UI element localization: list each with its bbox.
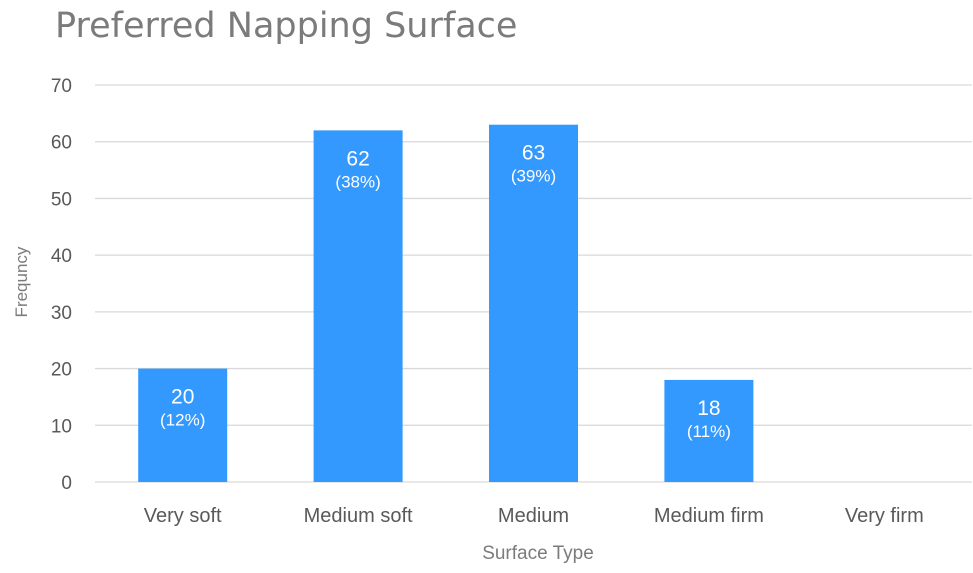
- data-label: 20: [171, 386, 194, 409]
- x-tick-label: Medium: [498, 505, 569, 527]
- x-tick-label: Very soft: [144, 505, 222, 527]
- bar: [138, 368, 228, 482]
- y-tick-label: 0: [61, 473, 72, 494]
- percent-label: (12%): [160, 411, 205, 430]
- data-label: 18: [697, 397, 720, 420]
- data-label: 62: [346, 147, 369, 170]
- x-tick-label: Very firm: [845, 505, 924, 527]
- y-tick-label: 70: [51, 76, 72, 97]
- y-tick-label: 60: [51, 133, 72, 154]
- percent-label: (39%): [511, 167, 556, 186]
- data-label: 63: [522, 142, 545, 165]
- chart-title: Preferred Napping Surface: [55, 6, 518, 46]
- bar: [489, 124, 578, 482]
- percent-label: (11%): [687, 422, 731, 441]
- y-tick-label: 30: [51, 303, 72, 324]
- x-tick-label: Medium soft: [304, 505, 413, 527]
- bar: [664, 379, 754, 482]
- y-tick-label: 40: [51, 246, 72, 267]
- y-tick-label: 50: [51, 189, 72, 210]
- y-tick-label: 10: [51, 416, 72, 437]
- percent-label: (38%): [335, 172, 380, 191]
- x-tick-label: Medium firm: [654, 505, 764, 527]
- y-tick-label: 20: [51, 360, 72, 381]
- x-axis-label: Surface Type: [482, 543, 594, 564]
- bar: [313, 130, 403, 482]
